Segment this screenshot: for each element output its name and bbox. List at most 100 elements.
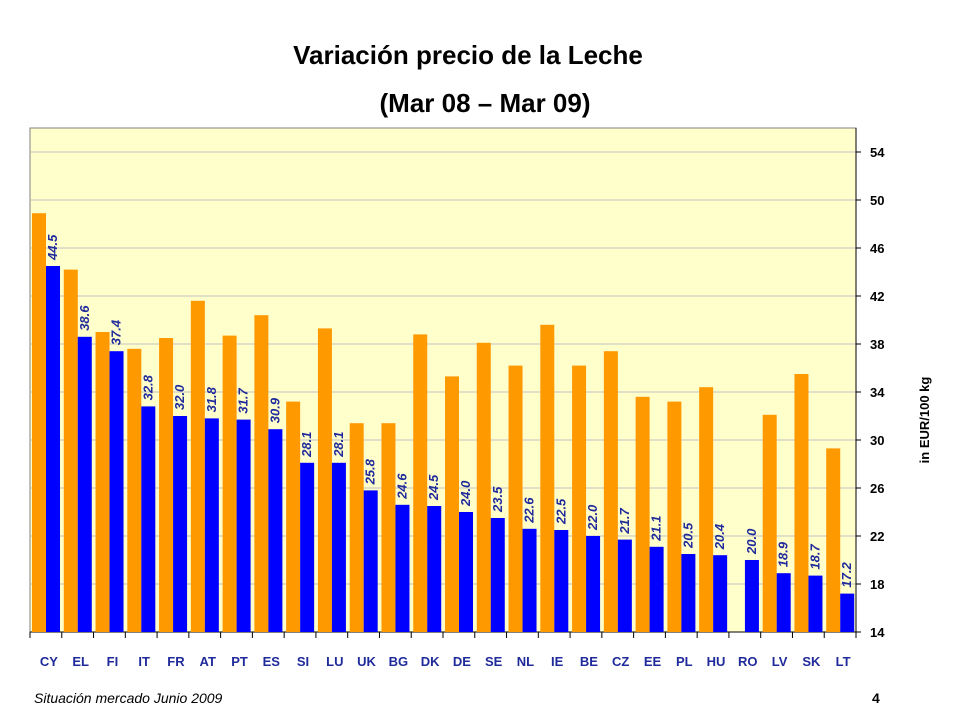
data-label: 28.1	[299, 431, 314, 457]
data-label: 24.0	[458, 480, 473, 507]
data-label: 20.4	[712, 523, 727, 550]
bar-mar09	[300, 462, 315, 632]
x-tick-label: PT	[231, 654, 248, 669]
bar-mar08	[826, 448, 841, 632]
bar-mar09	[649, 546, 664, 632]
bar-mar09	[427, 506, 442, 632]
data-label: 38.6	[77, 305, 92, 331]
bar-mar08	[508, 365, 523, 632]
x-tick-label: LT	[836, 654, 851, 669]
bar-mar08	[572, 365, 587, 632]
chart-title: Variación precio de la Leche	[293, 40, 643, 70]
y-tick-label: 18	[870, 577, 884, 592]
y-axis-label: in EUR/100 kg	[917, 377, 932, 464]
y-tick-label: 14	[870, 625, 885, 640]
data-label: 44.5	[45, 234, 60, 261]
bar-mar09	[236, 419, 251, 632]
x-tick-label: LV	[772, 654, 788, 669]
data-label: 37.4	[109, 319, 124, 345]
y-tick-label: 42	[870, 289, 884, 304]
bar-mar09	[522, 528, 537, 632]
x-tick-label: BG	[389, 654, 409, 669]
data-label: 24.5	[426, 474, 441, 501]
data-label: 20.5	[680, 522, 695, 549]
bar-mar09	[77, 336, 92, 632]
bar-mar08	[317, 328, 332, 632]
bar-mar08	[190, 300, 205, 632]
x-tick-label: AT	[200, 654, 216, 669]
x-tick-label: LU	[326, 654, 343, 669]
data-label: 25.8	[363, 458, 378, 485]
bar-mar09	[173, 416, 188, 632]
data-label: 21.7	[617, 508, 632, 535]
x-tick-label: DK	[421, 654, 440, 669]
bar-mar09	[109, 351, 124, 632]
y-tick-label: 34	[870, 385, 885, 400]
bar-mar09	[459, 512, 473, 632]
chart-subtitle: (Mar 08 – Mar 09)	[379, 88, 591, 118]
bar-mar09	[331, 462, 346, 632]
x-tick-label: FR	[167, 654, 185, 669]
data-label: 31.8	[204, 386, 219, 412]
bar-mar08	[794, 374, 809, 632]
bar-mar08	[603, 351, 618, 632]
bar-mar08	[476, 342, 491, 632]
bar-mar09	[46, 266, 60, 632]
x-tick-label: SI	[297, 654, 309, 669]
data-label: 22.5	[553, 498, 568, 525]
bar-mar08	[32, 213, 46, 632]
x-tick-label: IT	[138, 654, 150, 669]
bar-mar09	[490, 518, 505, 632]
bar-mar08	[63, 269, 78, 632]
x-tick-label: NL	[517, 654, 534, 669]
bar-mar09	[395, 504, 410, 632]
x-tick-label: HU	[707, 654, 726, 669]
x-tick-label: EE	[644, 654, 662, 669]
bar-mar09	[776, 573, 791, 632]
x-tick-label: SK	[802, 654, 821, 669]
bar-mar08	[540, 324, 555, 632]
x-tick-label: EL	[72, 654, 89, 669]
bar-mar08	[95, 332, 110, 632]
x-tick-label: IE	[551, 654, 564, 669]
bar-mar09	[713, 555, 728, 632]
bar-mar08	[381, 423, 396, 632]
data-label: 18.9	[776, 541, 791, 567]
data-label: 24.6	[394, 473, 409, 500]
x-tick-label: DE	[453, 654, 471, 669]
x-tick-label: SE	[485, 654, 503, 669]
data-label: 22.6	[522, 497, 537, 524]
data-label: 28.1	[331, 431, 346, 457]
bar-mar08	[159, 338, 174, 632]
data-label: 32.0	[172, 384, 187, 410]
data-label: 30.9	[267, 397, 282, 423]
x-tick-label: CZ	[612, 654, 629, 669]
y-tick-label: 26	[870, 481, 884, 496]
data-label: 23.5	[490, 486, 505, 513]
bar-mar09	[363, 490, 378, 632]
x-tick-label: FI	[107, 654, 119, 669]
data-label: 32.8	[140, 374, 155, 400]
bar-mar08	[349, 423, 364, 632]
y-tick-label: 46	[870, 241, 884, 256]
bar-mar08	[699, 387, 714, 632]
data-label: 17.2	[839, 562, 854, 588]
bar-mar09	[681, 554, 696, 632]
x-tick-label: BE	[580, 654, 598, 669]
bar-mar09	[268, 429, 283, 632]
data-label: 18.7	[807, 544, 822, 570]
data-label: 31.7	[236, 388, 251, 414]
bar-mar09	[808, 575, 823, 632]
bar-mar09	[744, 560, 759, 632]
bar-mar09	[204, 418, 219, 632]
bar-mar08	[222, 335, 237, 632]
footer-text: Situación mercado Junio 2009	[34, 690, 223, 706]
bar-mar08	[762, 414, 777, 632]
y-tick-label: 38	[870, 337, 884, 352]
page-number: 4	[872, 690, 880, 706]
bar-mar08	[667, 401, 682, 632]
x-tick-label: UK	[357, 654, 376, 669]
x-tick-label: ES	[263, 654, 281, 669]
x-tick-label: PL	[676, 654, 693, 669]
